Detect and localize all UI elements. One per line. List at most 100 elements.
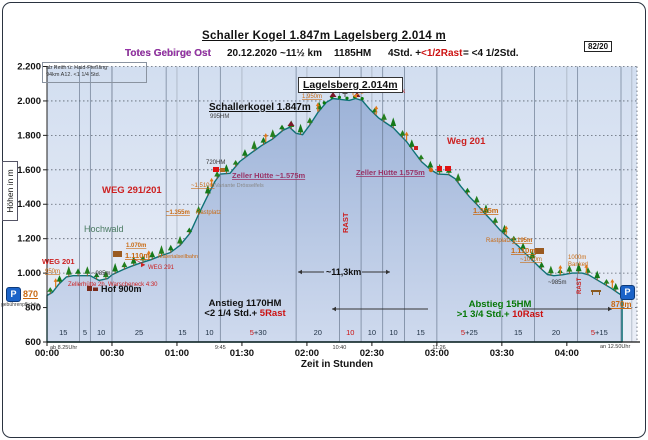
- annotation-label: Rastplatz: [196, 210, 221, 216]
- tree-icon: [297, 123, 304, 133]
- x-tick-label: 02:00: [295, 348, 319, 359]
- summit-pine-dot: [345, 96, 349, 100]
- tree-icon: [427, 160, 434, 168]
- annotation-label: 950m: [45, 269, 60, 275]
- annotation-label: Materialseilbahn: [158, 254, 198, 260]
- y-tick-label: 1.400: [17, 199, 41, 210]
- y-tick-label: 1.600: [17, 165, 41, 176]
- tree-icon: [547, 265, 554, 274]
- tree-icon: [251, 140, 258, 149]
- annotation-label: 1.110m: [125, 251, 150, 260]
- descent-rest: 10Rast: [512, 309, 544, 321]
- x-axis-title: Zeit in Stunden: [300, 359, 374, 370]
- waymark-arrow-icon: [315, 102, 320, 107]
- annotation-label: Variante Drösselfels: [215, 183, 264, 189]
- tree-icon: [306, 117, 313, 123]
- tree-icon: [65, 265, 72, 275]
- annotation-label: ~985m: [92, 271, 111, 277]
- segment-minutes-label: 10: [205, 328, 213, 337]
- annotation-arrowhead: [386, 269, 390, 275]
- hut-marker: [437, 166, 442, 171]
- tree-icon: [279, 124, 285, 130]
- annotation-label: WEG 291: [148, 265, 175, 271]
- segment-minutes-label: 10: [346, 328, 354, 337]
- tree-icon: [594, 270, 601, 279]
- annotation-label: ~11,3km: [326, 267, 361, 277]
- x-tick-label: 01:00: [165, 348, 189, 359]
- end-elevation-label: 870m: [611, 300, 632, 309]
- approach-info-line2: 94km A12. <1 1/4 Std.: [46, 72, 101, 79]
- tree-icon: [167, 244, 174, 251]
- segment-minutes-label: 20: [552, 328, 560, 337]
- y-tick-label: 600: [25, 337, 41, 348]
- x-tick-label: 04:00: [555, 348, 579, 359]
- segment-minutes-label: 5+15: [591, 328, 608, 337]
- segment-minutes-label: 25: [135, 328, 143, 337]
- region-label-color: Totes Gebirge Ost: [125, 48, 211, 59]
- farm-house-icon: [93, 287, 98, 291]
- descent-summary-line1: Abstieg 15HM: [468, 299, 532, 310]
- segment-minutes-label: 10: [368, 328, 376, 337]
- y-tick-label: 1.000: [17, 268, 41, 279]
- segment-minutes-label: 5+30: [250, 328, 267, 337]
- y-tick-label: 2.200: [17, 61, 41, 72]
- clock-time-note: 9:45: [215, 345, 226, 351]
- tree-icon: [510, 235, 517, 241]
- x-tick-label: 02:30: [360, 348, 384, 359]
- segment-minutes-label: 10: [97, 328, 105, 337]
- region-label: Totes Gebirge Ost: [125, 48, 211, 59]
- bench-icon: [591, 290, 601, 292]
- summit-triangle-marker: [287, 121, 295, 126]
- waymark-arrow-icon: [404, 131, 409, 136]
- parking-icon-start: P: [6, 287, 21, 302]
- segment-minutes-label: 15: [59, 328, 67, 337]
- summit-label-lagelsberg: Lagelsberg 2.014m: [298, 77, 403, 93]
- tour-number-badge: 82/20: [584, 41, 613, 52]
- approach-info-box: ab Reith ü. Haid-Pießling 94km A12. <1 1…: [42, 62, 147, 83]
- waymark-arrow-icon: [209, 177, 214, 182]
- x-tick-label: 03:30: [490, 348, 514, 359]
- tree-icon: [603, 278, 610, 284]
- parking-icon-end: P: [620, 285, 635, 300]
- tree-icon: [204, 184, 211, 194]
- tree-icon: [483, 204, 489, 213]
- annotation-label: ab 8.25Uhr: [50, 345, 77, 351]
- tree-icon: [575, 262, 582, 272]
- tree-icon: [390, 117, 397, 127]
- tree-icon: [612, 282, 619, 290]
- tree-icon: [381, 113, 387, 120]
- annotation-arrowhead: [141, 262, 145, 268]
- descent-summary: Abstieg 15HM >1 3/4 Std.+ 10Rast: [425, 299, 575, 321]
- segment-minutes-label: 20: [314, 328, 322, 337]
- waymark-arrow-icon: [610, 279, 615, 283]
- ascent-time: <2 1/4 Std.+: [204, 308, 260, 320]
- annotation-label: an 12.50Uhr: [600, 344, 630, 350]
- annotation-label: 720HM: [206, 160, 225, 166]
- annotation-label: WEG 291/201: [102, 185, 162, 196]
- tour-distance: ~11½ km: [280, 48, 322, 59]
- annotation-label: 1.070m: [126, 243, 146, 249]
- tree-icon: [529, 249, 536, 259]
- annotation-arrowhead: [332, 306, 336, 312]
- segment-minutes-label: 15: [514, 328, 522, 337]
- segment-minutes-label: 15: [178, 328, 186, 337]
- y-tick-label: 2.000: [17, 96, 41, 107]
- tour-duration-prefix: 4Std. +: [388, 48, 422, 59]
- descent-summary-line2: >1 3/4 Std.+ 10Rast: [425, 310, 575, 320]
- annotation-label: RAST: [577, 277, 583, 294]
- hut-marker: [445, 166, 451, 171]
- annotation-arrowhead: [298, 269, 302, 275]
- tree-icon: [566, 265, 573, 272]
- clock-time-note: 11:26: [432, 345, 445, 351]
- summit-triangle-marker: [329, 92, 337, 97]
- tree-icon: [232, 159, 239, 165]
- tree-icon: [112, 262, 119, 272]
- ascent-rest: 5Rast: [259, 308, 286, 320]
- ascent-summary: Anstieg 1170HM <2 1/4 Std.+ 5Rast: [175, 298, 315, 320]
- tree-icon: [177, 235, 183, 244]
- annotation-label: Zeller Hütte 1.575m: [356, 168, 425, 177]
- descent-time: >1 3/4 Std.+: [456, 309, 513, 321]
- tree-icon: [455, 173, 462, 181]
